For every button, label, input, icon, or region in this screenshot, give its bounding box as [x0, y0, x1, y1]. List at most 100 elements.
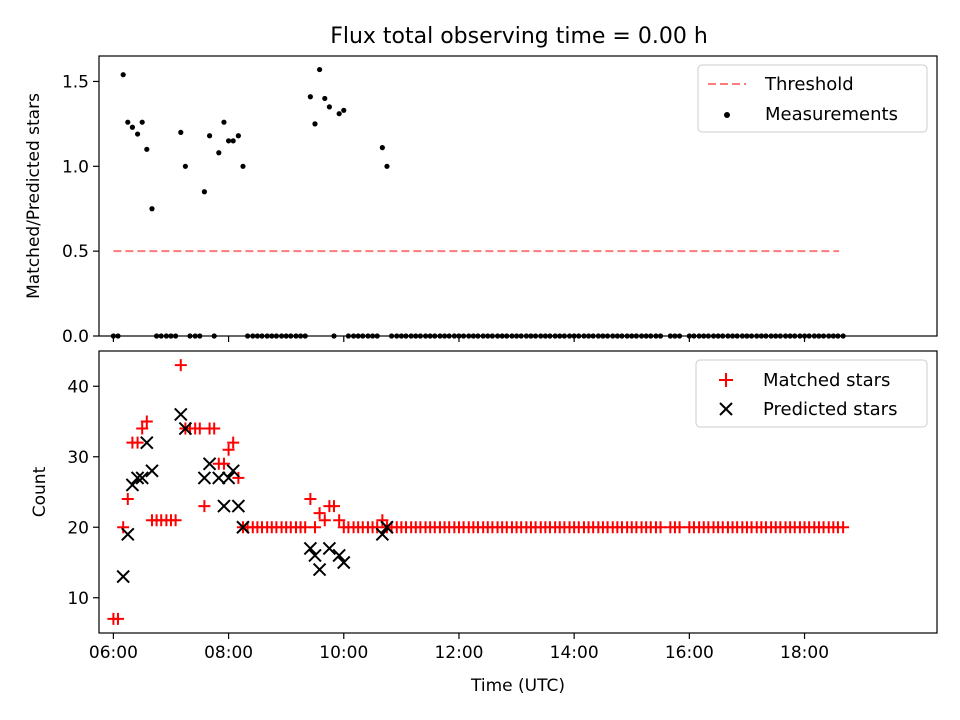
measurements-point: [316, 66, 323, 73]
count-x-tick-label: 12:00: [434, 643, 483, 663]
predicted-stars-point: [375, 527, 390, 542]
matched-stars-point: [121, 493, 134, 506]
measurements-point: [149, 206, 155, 212]
matched-stars-point: [837, 521, 850, 534]
count-marks: [107, 359, 850, 625]
measurements-point: [221, 119, 227, 125]
measurements-point: [307, 94, 313, 100]
count-panel: 10 20 30 40 06:00 08:00 10:00 12:00 14:00 16:00 1…: [30, 350, 938, 696]
matched-stars-point: [136, 422, 149, 435]
matched-stars-point: [112, 612, 125, 625]
ratio-legend-box: [697, 64, 928, 133]
predicted-stars-point: [125, 478, 140, 492]
ratio-y-tick-label: 0.0: [62, 327, 89, 347]
predicted-stars-point: [322, 541, 337, 556]
matched-stars-point: [327, 500, 340, 513]
predicted-stars-point: [337, 555, 351, 570]
predicted-stars-point: [140, 435, 154, 450]
matched-stars-point: [117, 521, 130, 534]
ratio-marks: [110, 66, 846, 339]
count-y-tick-label: 30: [67, 448, 89, 468]
count-x-tick-label: 06:00: [89, 643, 138, 663]
ratio-y-ticks: 0.0 0.5 1.0 1.5: [62, 72, 99, 347]
matched-stars-point: [333, 514, 346, 527]
count-y-axis-label: Count: [30, 466, 50, 517]
count-y-tick-label: 10: [67, 589, 89, 609]
predicted-stars-point: [332, 548, 346, 563]
measurements-point: [312, 121, 318, 127]
matched-stars-point: [304, 493, 317, 506]
matched-stars-point: [313, 507, 326, 520]
matched-stars-point: [318, 514, 331, 527]
matched-stars-point: [227, 436, 240, 449]
measurements-point: [235, 133, 241, 139]
predicted-stars-point: [308, 548, 322, 563]
ratio-y-tick-label: 1.5: [62, 72, 89, 92]
legend-measurements-swatch: [724, 112, 730, 118]
legend-threshold-label: Threshold: [764, 74, 854, 95]
measurements-point: [125, 119, 131, 125]
legend-predicted-swatch: [719, 402, 733, 416]
matched-stars-point: [174, 359, 187, 372]
count-x-axis-label: Time (UTC): [470, 676, 565, 696]
legend-matched-swatch: [719, 373, 733, 387]
count-y-ticks: 10 20 30 40: [67, 377, 99, 609]
matched-stars-point: [131, 436, 144, 449]
measurements-point: [216, 150, 222, 156]
legend-predicted-label: Predicted stars: [763, 399, 897, 420]
count-legend: Matched stars Predicted stars: [695, 359, 928, 428]
predicted-stars-point: [217, 499, 231, 513]
ratio-x-ticks: [112, 336, 806, 342]
count-x-tick-label: 18:00: [780, 643, 829, 663]
measurements-point: [201, 189, 207, 195]
matched-stars-point: [169, 514, 182, 527]
predicted-stars-point: [145, 464, 159, 478]
predicted-stars-point: [380, 520, 394, 534]
measurements-point: [206, 133, 213, 139]
count-x-tick-label: 16:00: [665, 643, 714, 663]
measurements-point: [178, 129, 184, 135]
ratio-panel: 0.0 0.5 1.0 1.5 Matched/Predicted stars Thr…: [24, 55, 938, 347]
measurements-point: [384, 163, 390, 169]
matched-stars-point: [376, 514, 389, 527]
measurements-point: [326, 104, 332, 110]
matched-stars-point: [232, 471, 245, 484]
ratio-y-axis-label: Matched/Predicted stars: [24, 93, 44, 299]
predicted-stars-point: [212, 471, 226, 485]
matched-stars-point: [308, 521, 321, 534]
measurements-point: [120, 72, 126, 78]
predicted-stars-point: [226, 464, 240, 478]
count-x-tick-label: 08:00: [204, 643, 253, 663]
count-y-tick-label: 40: [67, 377, 89, 397]
count-plot-frame: [98, 350, 938, 634]
predicted-stars-point: [236, 520, 250, 534]
count-x-tick-label: 10:00: [319, 643, 368, 663]
ratio-plot-frame: [98, 55, 938, 337]
matched-stars-point: [208, 422, 221, 435]
predicted-stars-point: [202, 457, 217, 471]
measurements-point: [129, 124, 136, 130]
matched-stars-point: [222, 443, 235, 456]
count-x-tick-label: 14:00: [550, 643, 599, 663]
matched-stars-point: [217, 457, 230, 470]
predicted-stars-point: [121, 527, 135, 542]
measurements-point: [341, 107, 347, 113]
predicted-stars-point: [197, 471, 212, 485]
count-legend-box: [695, 359, 928, 428]
measurements-point: [225, 138, 232, 144]
ratio-y-tick-label: 0.5: [62, 242, 89, 262]
measurements-point: [336, 111, 342, 117]
measurements-point: [322, 95, 328, 102]
predicted-stars-point: [130, 471, 145, 485]
count-y-tick-label: 20: [67, 518, 89, 538]
measurements-point: [144, 146, 150, 152]
measurements-point: [240, 163, 246, 169]
predicted-stars-point: [135, 471, 149, 485]
matched-stars-point: [198, 500, 211, 513]
ratio-legend: Threshold Measurements: [697, 64, 928, 133]
predicted-stars-point: [178, 421, 193, 436]
figure-title: Flux total observing time = 0.00 h: [330, 24, 708, 49]
measurements-point: [134, 131, 141, 137]
predicted-stars-point: [231, 499, 246, 513]
